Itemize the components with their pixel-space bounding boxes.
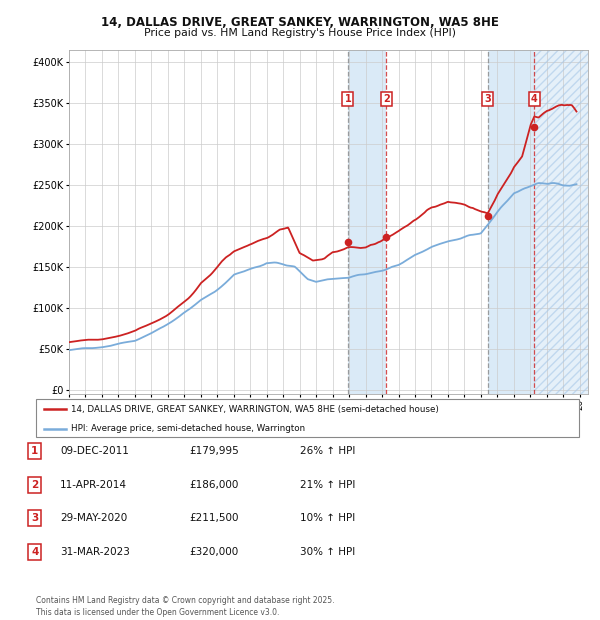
Text: 11-APR-2014: 11-APR-2014 bbox=[60, 480, 127, 490]
Text: £211,500: £211,500 bbox=[189, 513, 239, 523]
Text: 10% ↑ HPI: 10% ↑ HPI bbox=[300, 513, 355, 523]
Text: 1: 1 bbox=[31, 446, 38, 456]
Text: £186,000: £186,000 bbox=[189, 480, 238, 490]
Text: 26% ↑ HPI: 26% ↑ HPI bbox=[300, 446, 355, 456]
Text: 29-MAY-2020: 29-MAY-2020 bbox=[60, 513, 127, 523]
Text: Contains HM Land Registry data © Crown copyright and database right 2025.
This d: Contains HM Land Registry data © Crown c… bbox=[36, 596, 335, 617]
Text: 3: 3 bbox=[484, 94, 491, 104]
Text: 4: 4 bbox=[531, 94, 538, 104]
Text: 21% ↑ HPI: 21% ↑ HPI bbox=[300, 480, 355, 490]
Text: 2: 2 bbox=[31, 480, 38, 490]
Text: 3: 3 bbox=[31, 513, 38, 523]
Text: 2: 2 bbox=[383, 94, 390, 104]
Text: 09-DEC-2011: 09-DEC-2011 bbox=[60, 446, 129, 456]
Bar bbox=[534, 50, 588, 394]
Text: 4: 4 bbox=[31, 547, 38, 557]
Text: £320,000: £320,000 bbox=[189, 547, 238, 557]
Bar bbox=[348, 50, 386, 394]
Text: HPI: Average price, semi-detached house, Warrington: HPI: Average price, semi-detached house,… bbox=[71, 424, 305, 433]
Bar bbox=[488, 50, 534, 394]
Text: Price paid vs. HM Land Registry's House Price Index (HPI): Price paid vs. HM Land Registry's House … bbox=[144, 28, 456, 38]
Text: £179,995: £179,995 bbox=[189, 446, 239, 456]
Text: 30% ↑ HPI: 30% ↑ HPI bbox=[300, 547, 355, 557]
Text: 14, DALLAS DRIVE, GREAT SANKEY, WARRINGTON, WA5 8HE (semi-detached house): 14, DALLAS DRIVE, GREAT SANKEY, WARRINGT… bbox=[71, 405, 439, 414]
Text: 31-MAR-2023: 31-MAR-2023 bbox=[60, 547, 130, 557]
Text: 14, DALLAS DRIVE, GREAT SANKEY, WARRINGTON, WA5 8HE: 14, DALLAS DRIVE, GREAT SANKEY, WARRINGT… bbox=[101, 16, 499, 29]
FancyBboxPatch shape bbox=[36, 399, 579, 437]
Bar bbox=[534, 50, 588, 394]
Text: 1: 1 bbox=[344, 94, 352, 104]
